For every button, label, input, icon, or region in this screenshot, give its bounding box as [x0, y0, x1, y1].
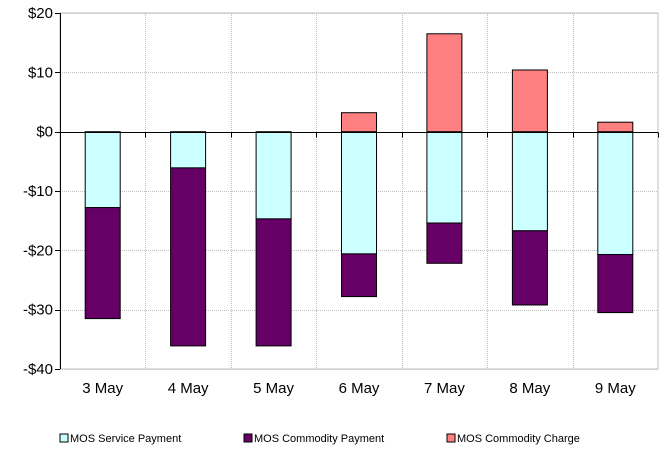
y-tick-label: $0: [36, 124, 53, 141]
bar-mos-service-payment-7: [597, 131, 634, 255]
axes: [55, 13, 659, 370]
y-tick-label: -$30: [23, 302, 53, 319]
bar-mos-commodity-charge-5: [426, 33, 463, 133]
bar-mos-service-payment-1: [84, 131, 121, 209]
x-tick-label: 6 May: [339, 380, 380, 397]
bar-mos-service-payment-6: [511, 131, 548, 232]
x-tick-label: 5 May: [253, 380, 294, 397]
bar-mos-commodity-payment-7: [597, 254, 634, 314]
legend-item: MOS Service Payment: [59, 433, 181, 445]
legend-swatch: [446, 433, 456, 443]
bar-mos-commodity-payment-2: [170, 167, 207, 347]
bars: [84, 33, 634, 347]
y-axis-tick-labels: $20 $10 $0 -$10 -$20 -$30 -$40: [23, 5, 53, 378]
bar-mos-service-payment-3: [255, 131, 292, 220]
bar-mos-commodity-payment-1: [84, 207, 121, 320]
bar-mos-commodity-payment-6: [511, 230, 548, 306]
bar-mos-commodity-charge-6: [511, 69, 548, 133]
y-tick-label: -$40: [23, 361, 53, 378]
legend-label: MOS Commodity Payment: [254, 433, 384, 445]
y-tick-label: $10: [28, 64, 53, 81]
legend-swatch: [59, 433, 69, 443]
bar-mos-service-payment-4: [341, 131, 377, 255]
bar-mos-commodity-payment-4: [341, 253, 377, 298]
bar-mos-commodity-payment-5: [426, 222, 463, 264]
bar-mos-commodity-charge-7: [597, 121, 634, 133]
gridlines: [60, 13, 658, 370]
x-tick-label: 7 May: [424, 380, 465, 397]
bar-mos-commodity-payment-3: [255, 218, 292, 347]
bar-mos-service-payment-2: [170, 131, 207, 169]
x-tick-label: 8 May: [509, 380, 550, 397]
x-tick-label: 9 May: [595, 380, 636, 397]
x-axis-tick-labels: 3 May 4 May 5 May 6 May 7 May 8 May 9 May: [82, 380, 636, 397]
legend-swatch: [243, 433, 253, 443]
legend-label: MOS Service Payment: [70, 433, 181, 445]
legend: MOS Service Payment MOS Commodity Payment…: [59, 433, 580, 445]
y-tick-label: -$10: [23, 183, 53, 200]
bar-mos-commodity-charge-4: [341, 112, 377, 133]
legend-item: MOS Commodity Payment: [243, 433, 384, 445]
y-tick-label: $20: [28, 5, 53, 22]
bar-mos-service-payment-5: [426, 131, 463, 224]
x-tick-label: 4 May: [168, 380, 209, 397]
legend-label: MOS Commodity Charge: [457, 433, 580, 445]
legend-item: MOS Commodity Charge: [446, 433, 580, 445]
y-tick-label: -$20: [23, 242, 53, 259]
x-tick-label: 3 May: [82, 380, 123, 397]
